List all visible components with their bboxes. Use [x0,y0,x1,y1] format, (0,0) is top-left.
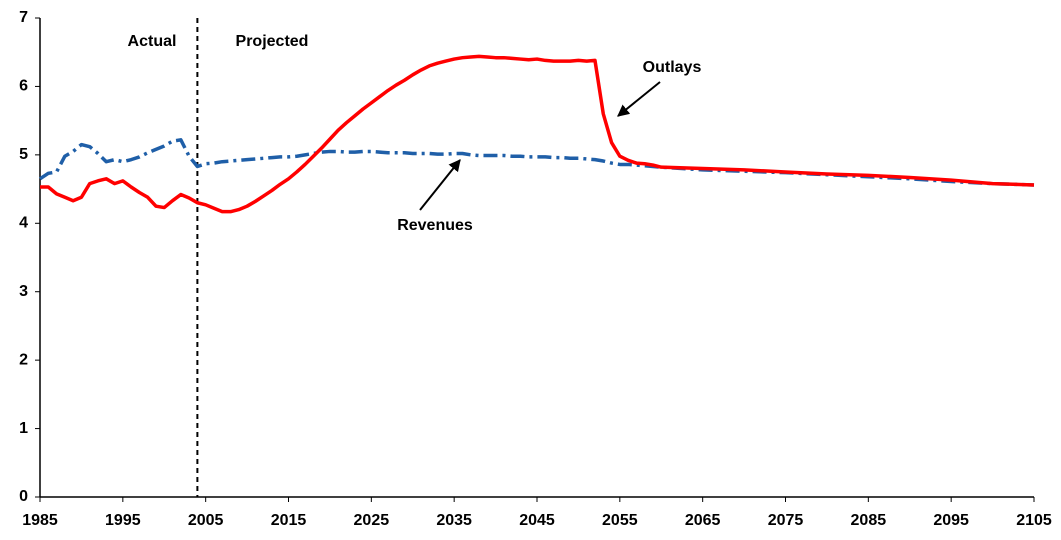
annotation-outlays: Outlays [643,59,702,76]
x-tick-label: 2045 [519,512,555,529]
x-tick-label: 2085 [851,512,887,529]
arrow [617,81,661,117]
x-tick-label: 2035 [436,512,472,529]
x-tick-label: 2075 [768,512,804,529]
x-tick-label: 2095 [933,512,969,529]
y-tick-label: 2 [19,351,28,368]
x-tick-label: 2055 [602,512,638,529]
y-tick-label: 3 [19,283,28,300]
x-tick-label: 2015 [271,512,307,529]
annotation-projected: Projected [236,33,309,50]
x-tick-label: 2025 [354,512,390,529]
arrow [419,159,461,211]
y-tick-label: 0 [19,488,28,505]
annotation-revenues: Revenues [397,217,473,234]
x-tick-label: 2065 [685,512,721,529]
x-tick-label: 1985 [22,512,58,529]
y-tick-label: 6 [19,78,28,95]
x-tick-label: 2005 [188,512,224,529]
y-tick-label: 4 [19,215,28,232]
annotation-actual: Actual [128,33,177,50]
x-tick-label: 1995 [105,512,141,529]
y-tick-label: 1 [19,420,28,437]
series-line [40,54,1035,214]
y-tick-label: 7 [19,9,28,26]
y-tick-label: 5 [19,146,28,163]
series-line [39,138,1035,187]
x-tick-label: 2105 [1016,512,1052,529]
